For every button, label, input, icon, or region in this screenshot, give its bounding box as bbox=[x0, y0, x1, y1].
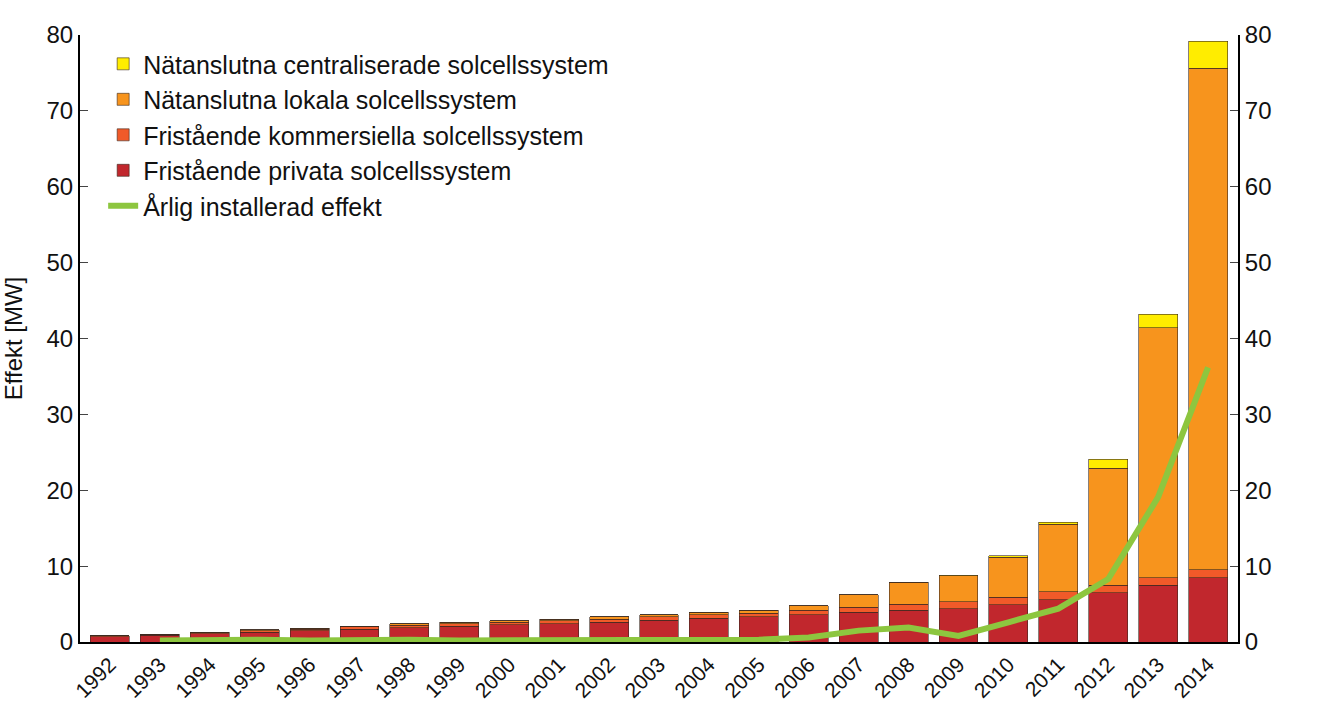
svg-text:30: 30 bbox=[46, 401, 73, 428]
svg-text:40: 40 bbox=[1245, 325, 1272, 352]
svg-text:1994: 1994 bbox=[171, 652, 221, 702]
svg-text:1997: 1997 bbox=[320, 653, 369, 702]
svg-text:10: 10 bbox=[46, 553, 73, 580]
svg-text:20: 20 bbox=[1245, 477, 1272, 504]
svg-text:Nätanslutna lokala solcellssys: Nätanslutna lokala solcellssystem bbox=[143, 86, 517, 114]
svg-text:2009: 2009 bbox=[919, 653, 968, 702]
svg-text:1999: 1999 bbox=[420, 653, 469, 702]
svg-text:2013: 2013 bbox=[1119, 653, 1168, 702]
svg-text:2004: 2004 bbox=[670, 652, 720, 702]
svg-text:2012: 2012 bbox=[1069, 653, 1118, 702]
svg-text:2007: 2007 bbox=[820, 653, 869, 702]
svg-text:1992: 1992 bbox=[71, 653, 120, 702]
svg-text:10: 10 bbox=[1245, 553, 1272, 580]
svg-text:2010: 2010 bbox=[969, 653, 1018, 702]
svg-text:70: 70 bbox=[1245, 97, 1272, 124]
svg-text:0: 0 bbox=[1245, 628, 1258, 655]
svg-text:2001: 2001 bbox=[520, 653, 569, 702]
svg-text:80: 80 bbox=[1245, 21, 1272, 48]
svg-text:1998: 1998 bbox=[370, 653, 419, 702]
svg-text:2006: 2006 bbox=[770, 653, 819, 702]
svg-text:50: 50 bbox=[1245, 249, 1272, 276]
svg-text:1995: 1995 bbox=[221, 653, 270, 702]
svg-text:2003: 2003 bbox=[620, 653, 669, 702]
svg-text:40: 40 bbox=[46, 325, 73, 352]
svg-text:2005: 2005 bbox=[720, 653, 769, 702]
svg-text:70: 70 bbox=[46, 97, 73, 124]
svg-text:2002: 2002 bbox=[570, 653, 619, 702]
svg-text:20: 20 bbox=[46, 477, 73, 504]
svg-text:1993: 1993 bbox=[121, 653, 170, 702]
svg-text:60: 60 bbox=[1245, 173, 1272, 200]
svg-text:80: 80 bbox=[46, 21, 73, 48]
svg-text:0: 0 bbox=[60, 628, 73, 655]
svg-text:Fristående privata solcellssys: Fristående privata solcellssystem bbox=[143, 157, 511, 185]
svg-text:2011: 2011 bbox=[1020, 653, 1068, 701]
svg-text:Effekt [MW]: Effekt [MW] bbox=[0, 277, 27, 401]
svg-text:30: 30 bbox=[1245, 401, 1272, 428]
svg-text:2008: 2008 bbox=[870, 653, 919, 702]
svg-text:50: 50 bbox=[46, 249, 73, 276]
svg-text:2000: 2000 bbox=[470, 653, 519, 702]
svg-text:Fristående kommersiella solcel: Fristående kommersiella solcellssystem bbox=[143, 122, 583, 150]
svg-text:2014: 2014 bbox=[1169, 652, 1219, 702]
svg-text:Nätanslutna centraliserade sol: Nätanslutna centraliserade solcellssyste… bbox=[143, 51, 609, 79]
svg-text:1996: 1996 bbox=[271, 653, 320, 702]
svg-text:60: 60 bbox=[46, 173, 73, 200]
svg-text:Årlig installerad effekt: Årlig installerad effekt bbox=[143, 192, 382, 221]
